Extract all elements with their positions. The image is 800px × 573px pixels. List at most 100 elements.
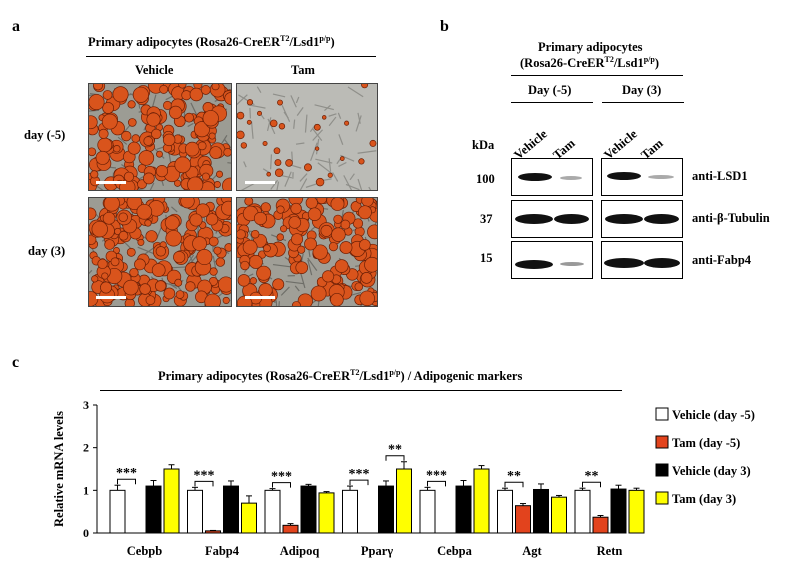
bar: [318, 492, 335, 534]
lipid-droplet: [127, 100, 136, 109]
micrograph-tam-day-3: [236, 197, 378, 307]
lipid-droplet: [93, 84, 103, 91]
legend-swatch: [655, 491, 669, 505]
cell-texture: [300, 272, 306, 289]
cell-texture: [307, 259, 313, 276]
lipid-droplet: [138, 150, 155, 166]
cell-texture: [237, 94, 248, 106]
lipid-droplet: [195, 203, 210, 218]
cell-texture: [272, 93, 286, 98]
bar: [574, 489, 591, 534]
lipid-droplet: [344, 120, 350, 126]
cell-texture: [312, 128, 323, 142]
lipid-droplet: [162, 133, 176, 147]
lipid-droplet: [123, 171, 135, 182]
cell-texture: [168, 283, 178, 289]
lipid-droplet: [221, 177, 231, 190]
lipid-droplet: [361, 198, 374, 207]
lipid-droplet: [131, 134, 140, 143]
cell-texture: [270, 179, 279, 190]
lipid-droplet: [359, 239, 371, 251]
bar: [378, 485, 394, 534]
legend-swatch: [655, 407, 669, 421]
lipid-droplet: [223, 148, 231, 157]
mw-15: 15: [480, 251, 493, 265]
lipid-droplet: [164, 215, 180, 231]
y-tick-label: 0: [83, 526, 89, 540]
lipid-droplet: [328, 242, 339, 252]
panel-b-title-rule: [511, 75, 683, 76]
lipid-droplet: [90, 170, 99, 179]
lipid-droplet: [331, 227, 346, 242]
legend-swatch: [655, 435, 669, 449]
cell-texture: [295, 96, 300, 104]
lipid-droplet: [215, 257, 226, 267]
lipid-droplet: [297, 293, 313, 306]
lipid-droplet: [189, 213, 203, 227]
lipid-droplet: [291, 301, 301, 306]
lipid-droplet: [102, 211, 116, 225]
bar: [419, 489, 436, 534]
lipid-droplet: [359, 290, 375, 306]
panel-b-title-line1: Primary adipocytes: [538, 40, 643, 54]
bar: [282, 524, 299, 534]
blot-lsd1-day-minus5: [511, 158, 593, 196]
bar: [455, 485, 472, 534]
significance-label: **: [585, 469, 599, 484]
significance-bracket: [582, 481, 601, 488]
blot-fabp4-day-3: [601, 241, 683, 279]
cell-texture: [152, 94, 157, 107]
cell-texture: [89, 269, 93, 275]
lipid-droplet: [95, 150, 110, 165]
lipid-droplet: [97, 137, 113, 153]
lipid-droplet: [136, 203, 153, 220]
lipid-droplet: [196, 248, 213, 266]
cell-texture: [293, 119, 296, 129]
cell-texture: [324, 104, 331, 111]
lipid-droplet: [369, 139, 377, 147]
lipid-droplet: [276, 205, 285, 214]
significance-bracket: [194, 480, 214, 487]
lipid-droplet: [146, 112, 161, 127]
micrograph-vehicle-day-3: [88, 197, 232, 307]
significance-bracket: [385, 455, 405, 461]
lipid-droplet: [89, 147, 97, 157]
significance-bracket: [504, 481, 524, 488]
lipid-droplet: [257, 110, 262, 116]
lipid-droplet: [250, 229, 260, 239]
cell-texture: [270, 154, 273, 170]
lipid-droplet: [260, 202, 271, 213]
lipid-droplet: [174, 278, 183, 287]
lipid-droplet: [339, 156, 345, 161]
lipid-droplet: [273, 147, 281, 155]
x-tick-label: Cebpa: [437, 544, 472, 558]
lipid-droplet: [237, 274, 251, 287]
cell-texture: [317, 162, 333, 175]
lipid-droplet: [237, 111, 245, 120]
bar: [533, 488, 549, 534]
cell-texture: [338, 161, 347, 168]
y-tick-label: 2: [83, 441, 89, 455]
lipid-droplet: [113, 145, 121, 153]
cell-texture: [267, 118, 276, 135]
lipid-droplet: [360, 272, 373, 284]
lipid-droplet: [276, 233, 284, 241]
group-rule-day-minus5: [511, 102, 593, 103]
blot-fabp4-day-minus5: [511, 241, 593, 279]
lipid-droplet: [320, 224, 333, 237]
lipid-droplet: [253, 211, 268, 226]
cell-texture: [332, 172, 339, 182]
lipid-droplet: [112, 86, 129, 103]
lipid-droplet: [297, 245, 306, 254]
blot-label-fabp4: anti-Fabp4: [692, 253, 752, 267]
scale-bar: [96, 181, 126, 184]
cell-texture: [171, 206, 178, 213]
bar: [497, 489, 513, 534]
cell-texture: [290, 95, 297, 108]
col-label-tam: Tam: [291, 63, 315, 77]
lipid-droplet: [211, 84, 220, 91]
lipid-droplet: [312, 244, 328, 260]
lipid-droplet: [278, 123, 286, 130]
lipid-droplet: [162, 100, 172, 110]
lipid-droplet: [315, 177, 325, 187]
